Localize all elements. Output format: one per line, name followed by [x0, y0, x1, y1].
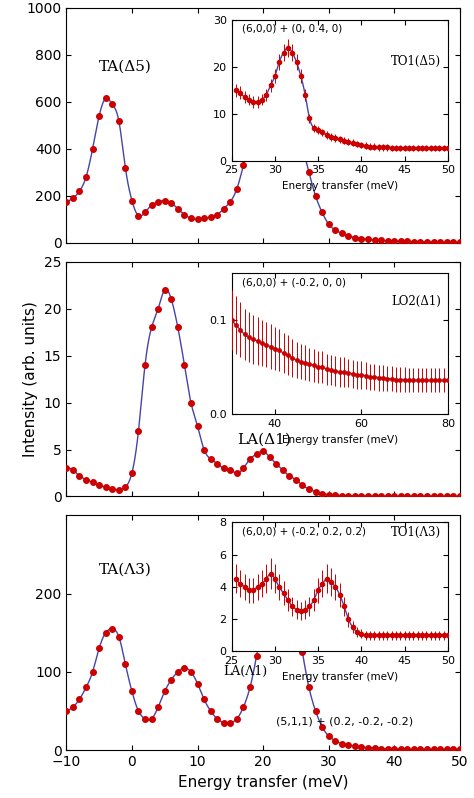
Y-axis label: Intensity (arb. units): Intensity (arb. units) — [23, 301, 38, 457]
Text: (5,1,1) + (0.2, -0.2, -0.2): (5,1,1) + (0.2, -0.2, -0.2) — [276, 717, 413, 727]
Text: TA(Λ3): TA(Λ3) — [99, 563, 152, 577]
Text: LA(Λ1): LA(Λ1) — [224, 666, 268, 678]
Text: TA(Δ5): TA(Δ5) — [99, 60, 152, 73]
Text: LA(Δ1): LA(Δ1) — [237, 433, 291, 447]
X-axis label: Energy transfer (meV): Energy transfer (meV) — [178, 775, 348, 789]
